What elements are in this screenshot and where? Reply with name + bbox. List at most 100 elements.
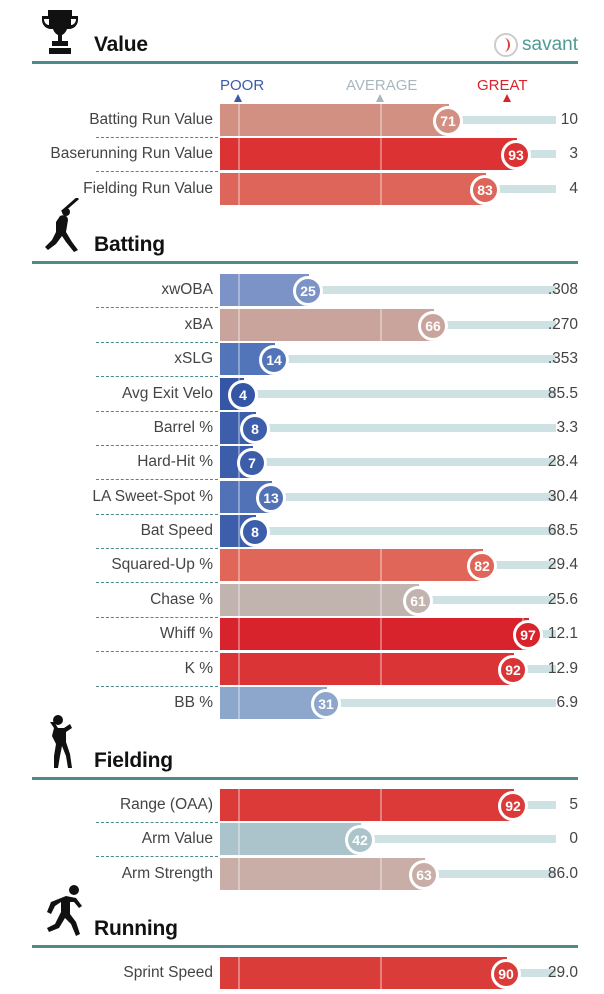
metric-value: 3: [569, 145, 578, 162]
percentile-bar: [220, 138, 517, 170]
metric-row[interactable]: LA Sweet-Spot % 13 30.4: [32, 481, 578, 513]
percentile-bubble[interactable]: 71: [433, 106, 463, 136]
average-arrow-icon: [376, 94, 384, 102]
section-header-batting: Batting: [32, 196, 578, 264]
bar-gridline: [238, 549, 240, 581]
fielder-icon: [40, 714, 76, 775]
poor-arrow-icon: [234, 94, 242, 102]
metric-row[interactable]: Sprint Speed 90 29.0: [32, 957, 578, 989]
metric-row[interactable]: K % 92 12.9: [32, 653, 578, 685]
row-separator: [96, 617, 218, 618]
percentile-bubble[interactable]: 92: [498, 791, 528, 821]
percentile-bar: [220, 653, 514, 685]
bar-gridline: [238, 274, 240, 306]
metric-value: 0: [569, 830, 578, 847]
bar-gridline: [238, 653, 240, 685]
metric-row[interactable]: Baserunning Run Value 93 3: [32, 138, 578, 170]
percentile-bubble[interactable]: 8: [240, 517, 270, 547]
bar-gridline: [238, 309, 240, 341]
scale-average-label: AVERAGE: [346, 77, 418, 94]
metric-label: Avg Exit Velo: [121, 385, 213, 402]
percentile-bar: [220, 957, 507, 989]
metric-row[interactable]: Range (OAA) 92 5: [32, 789, 578, 821]
bar-gridline: [380, 584, 382, 616]
percentile-bubble[interactable]: 82: [467, 551, 497, 581]
metric-row[interactable]: Fielding Run Value 83 4: [32, 173, 578, 205]
bar-gridline: [238, 823, 240, 855]
percentile-bubble[interactable]: 7: [237, 448, 267, 478]
percentile-bubble[interactable]: 93: [501, 140, 531, 170]
row-separator: [96, 514, 218, 515]
percentile-bar: [220, 687, 327, 719]
bar-gridline: [380, 173, 382, 205]
metric-label: Hard-Hit %: [137, 453, 213, 470]
metric-row[interactable]: Avg Exit Velo 4 85.5: [32, 378, 578, 410]
metric-row[interactable]: Arm Strength 63 86.0: [32, 858, 578, 890]
percentile-bubble[interactable]: 42: [345, 825, 375, 855]
batter-icon: [40, 196, 84, 259]
percentile-track: [220, 424, 556, 432]
row-separator: [96, 856, 218, 857]
metric-label: Barrel %: [153, 419, 213, 436]
bar-gridline: [238, 173, 240, 205]
metric-row[interactable]: xBA 66 .270: [32, 309, 578, 341]
metric-row[interactable]: Batting Run Value 71 10: [32, 104, 578, 136]
metric-label: Chase %: [150, 591, 213, 608]
percentile-bubble[interactable]: 61: [403, 586, 433, 616]
savant-logo[interactable]: savant: [494, 32, 578, 58]
percentile-bubble[interactable]: 31: [311, 689, 341, 719]
metric-label: Sprint Speed: [123, 964, 213, 981]
metric-row[interactable]: Bat Speed 8 68.5: [32, 515, 578, 547]
savant-brand-text: savant: [522, 34, 578, 55]
row-separator: [96, 342, 218, 343]
bar-gridline: [238, 584, 240, 616]
metric-label: Batting Run Value: [89, 111, 213, 128]
metric-row[interactable]: xSLG 14 .353: [32, 343, 578, 375]
metric-label: BB %: [174, 694, 213, 711]
metric-row[interactable]: Arm Value 42 0: [32, 823, 578, 855]
percentile-bubble[interactable]: 8: [240, 414, 270, 444]
metric-label: Squared-Up %: [111, 556, 213, 573]
metric-value: 86.0: [547, 865, 578, 882]
percentile-bubble[interactable]: 63: [409, 860, 439, 890]
metric-label: LA Sweet-Spot %: [92, 488, 213, 505]
metric-row[interactable]: Hard-Hit % 7 28.4: [32, 446, 578, 478]
bar-gridline: [380, 957, 382, 989]
metric-row[interactable]: Barrel % 8 3.3: [32, 412, 578, 444]
bar-gridline: [238, 957, 240, 989]
metric-value: 5: [569, 796, 578, 813]
percentile-bubble[interactable]: 13: [256, 483, 286, 513]
metric-value: 25.6: [547, 591, 578, 608]
row-separator: [96, 137, 218, 138]
percentile-bubble[interactable]: 14: [259, 345, 289, 375]
percentile-bar: [220, 858, 425, 890]
row-separator: [96, 479, 218, 480]
percentile-track: [220, 493, 556, 501]
metric-row[interactable]: Squared-Up % 82 29.4: [32, 549, 578, 581]
percentile-bubble[interactable]: 66: [418, 311, 448, 341]
bar-gridline: [238, 789, 240, 821]
bar-gridline: [380, 138, 382, 170]
percentile-bubble[interactable]: 90: [491, 959, 521, 989]
percentile-bar: [220, 309, 434, 341]
metric-row[interactable]: Chase % 61 25.6: [32, 584, 578, 616]
percentile-bubble[interactable]: 83: [470, 175, 500, 205]
metric-value: 85.5: [547, 385, 578, 402]
metric-row[interactable]: xwOBA 25 .308: [32, 274, 578, 306]
metric-label: Whiff %: [159, 625, 213, 642]
percentile-bar: [220, 618, 529, 650]
metric-value: 12.9: [547, 660, 578, 677]
bar-gridline: [380, 653, 382, 685]
percentile-bubble[interactable]: 25: [293, 276, 323, 306]
percentile-bubble[interactable]: 92: [498, 655, 528, 685]
section-title-value: Value: [94, 33, 148, 56]
metric-row[interactable]: BB % 31 6.9: [32, 687, 578, 719]
row-separator: [96, 822, 218, 823]
metric-row[interactable]: Whiff % 97 12.1: [32, 618, 578, 650]
bar-gridline: [238, 343, 240, 375]
section-header-running: Running: [32, 885, 578, 948]
percentile-bubble[interactable]: 4: [228, 380, 258, 410]
row-separator: [96, 582, 218, 583]
section-header-value: Value: [32, 10, 578, 64]
percentile-bubble[interactable]: 97: [513, 620, 543, 650]
